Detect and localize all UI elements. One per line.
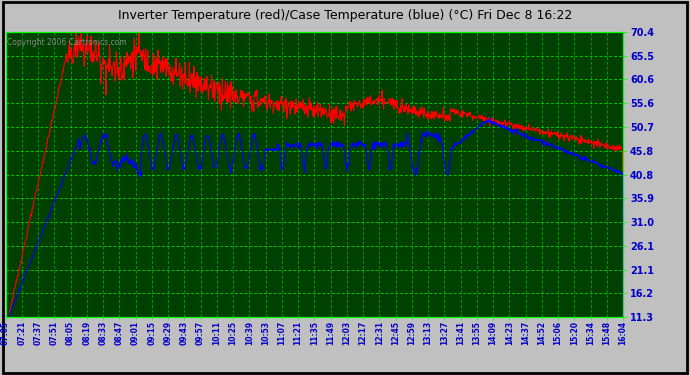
Text: Inverter Temperature (red)/Case Temperature (blue) (°C) Fri Dec 8 16:22: Inverter Temperature (red)/Case Temperat… xyxy=(118,9,572,22)
Text: Copyright 2006 Cartronics.com: Copyright 2006 Cartronics.com xyxy=(7,38,126,47)
